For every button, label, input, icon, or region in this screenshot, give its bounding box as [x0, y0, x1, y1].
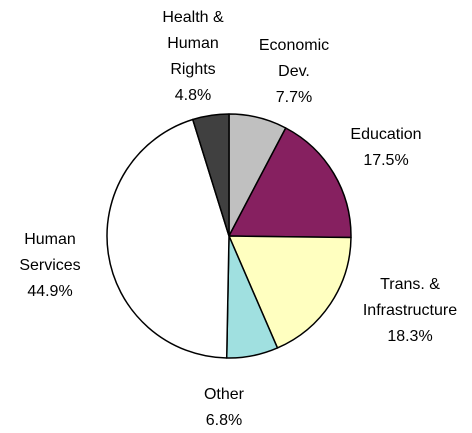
value-label: 44.9%	[27, 283, 73, 300]
category-label: Health & Human Rights	[162, 9, 224, 78]
category-label: Economic Dev.	[258, 37, 330, 80]
slice-label: Economic Dev. 7.7%	[249, 33, 339, 111]
category-label: Trans. & Infrastructure	[362, 276, 458, 319]
slice-label: Education 17.5%	[336, 122, 436, 174]
value-label: 4.8%	[174, 87, 212, 104]
pie-slice	[106, 118, 230, 359]
pie-slice	[192, 113, 230, 237]
value-label: 18.3%	[387, 328, 433, 345]
pie-slice	[228, 235, 352, 349]
slice-label: Health & Human Rights 4.8%	[153, 5, 233, 109]
slice-label: Trans. & Infrastructure 18.3%	[345, 272, 472, 350]
category-label: Other	[203, 386, 244, 403]
category-label: Human Services	[19, 231, 81, 274]
value-label: 6.8%	[205, 412, 243, 429]
slice-label: Other 6.8%	[184, 382, 264, 433]
category-label: Education	[350, 126, 422, 143]
slice-label: Human Services 44.9%	[10, 227, 90, 305]
pie-slice	[228, 127, 352, 239]
value-label: 17.5%	[363, 152, 409, 169]
value-label: 7.7%	[275, 89, 313, 106]
